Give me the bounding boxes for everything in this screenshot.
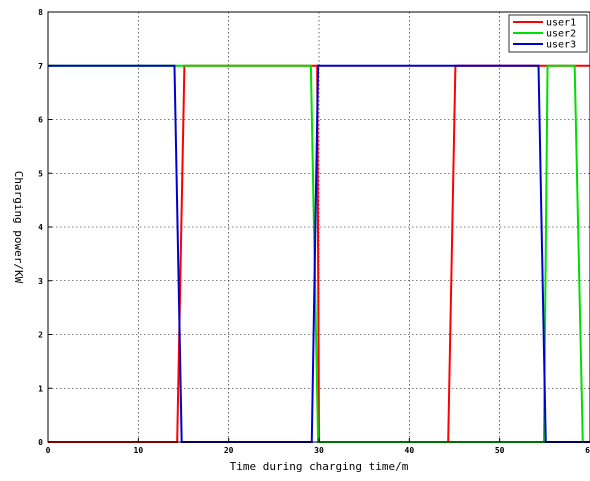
y-tick-label: 8	[38, 8, 43, 17]
legend-label: user1	[546, 18, 576, 29]
x-tick-label: 30	[314, 446, 324, 455]
y-tick-label: 3	[38, 277, 43, 286]
y-tick-label: 6	[38, 116, 43, 125]
series-line-user1	[48, 64, 590, 443]
y-tick-label: 7	[38, 62, 43, 71]
x-tick-label: 50	[495, 446, 505, 455]
x-tick-label: 40	[405, 446, 415, 455]
y-tick-label: 5	[38, 169, 43, 178]
legend-label: user2	[546, 29, 576, 40]
axis-ticks: 0 10 20 30 40 50 60 0 1 2 3 4 5 6 7 8	[38, 8, 590, 455]
x-tick-label: 60	[585, 446, 590, 455]
y-tick-label: 1	[38, 384, 43, 393]
y-axis-label: Charging power/KW	[12, 171, 25, 284]
series-lines	[48, 64, 590, 443]
y-tick-label: 4	[38, 223, 43, 232]
x-axis-label: Time during charging time/m	[230, 460, 409, 473]
y-tick-label: 0	[38, 438, 43, 447]
x-tick-label: 10	[134, 446, 144, 455]
legend-label: user3	[546, 40, 576, 51]
x-tick-label: 0	[46, 446, 51, 455]
x-tick-label: 20	[224, 446, 234, 455]
y-tick-label: 2	[38, 331, 43, 340]
series-line-user3	[48, 64, 590, 443]
